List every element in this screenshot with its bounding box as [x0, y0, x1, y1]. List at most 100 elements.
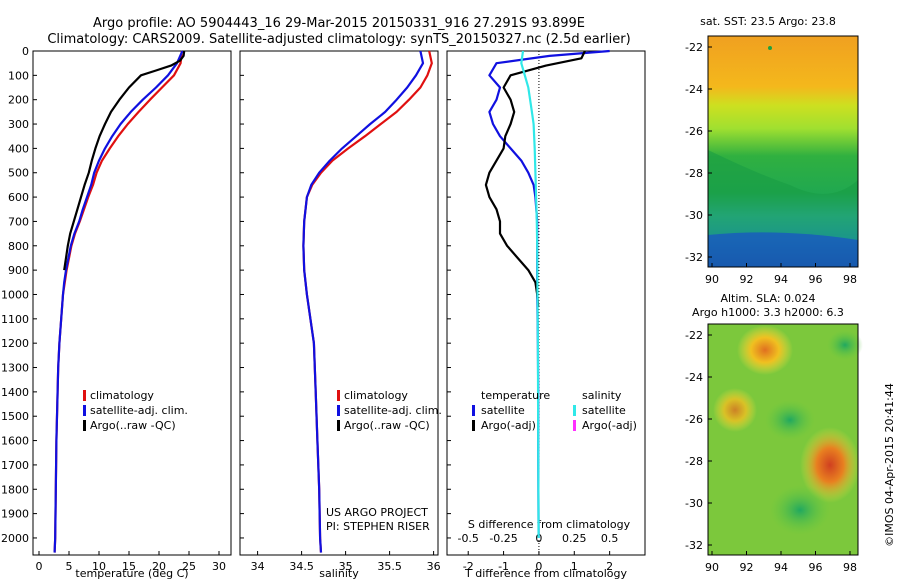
difference-x-tick-label: 1 — [571, 560, 578, 573]
map-lat-label: -28 — [685, 167, 703, 180]
map-frame — [707, 35, 859, 268]
depth-tick-label: 1700 — [1, 459, 29, 472]
salinity-x-tick-label: 35 — [339, 560, 353, 573]
depth-tick-label: 2000 — [1, 532, 29, 545]
diff-legend-swatch-s_satellite — [573, 405, 576, 416]
map-lat-label: -32 — [685, 539, 703, 552]
map-lat-label: -26 — [685, 413, 703, 426]
temperature-legend-swatch-satellite — [83, 405, 86, 416]
temperature-legend-swatch-climatology — [83, 390, 86, 401]
depth-tick-label: 100 — [8, 69, 29, 82]
map-lon-label: 92 — [740, 561, 754, 574]
depth-tick-label: 400 — [8, 142, 29, 155]
depth-tick-label: 900 — [8, 264, 29, 277]
depth-tick-label: 700 — [8, 215, 29, 228]
diff-legend-label: satellite — [481, 404, 525, 417]
depth-tick-label: 1400 — [1, 386, 29, 399]
depth-tick-label: 0 — [22, 45, 29, 58]
map-lat-label: -30 — [685, 497, 703, 510]
salinity-panel: 34 34.5 35 35.5 36 salinity climatology satelli… — [239, 50, 442, 580]
temperature-x-tick-label: 25 — [182, 560, 196, 573]
salinity-legend-swatch-satellite — [337, 405, 340, 416]
depth-tick-label: 600 — [8, 191, 29, 204]
salinity-x-tick-label: 35.5 — [377, 560, 402, 573]
temperature-x-tick-label: 30 — [212, 560, 226, 573]
depth-tick-label: 300 — [8, 118, 29, 131]
secondary-axis-label: S difference from climatology — [468, 518, 631, 531]
map-lat-label: -26 — [685, 125, 703, 138]
map-lon-label: 98 — [843, 561, 857, 574]
sla-map-low-center — [765, 400, 815, 440]
diff-legend-title: temperature — [481, 389, 550, 402]
difference-series-s_satellite — [520, 50, 540, 539]
project-annotation-line: US ARGO PROJECT — [326, 506, 428, 519]
temperature-legend-swatch-argo — [83, 420, 86, 431]
salinity-x-tick-label: 36 — [427, 560, 441, 573]
sla-map-high-west — [713, 388, 757, 432]
salinity-plot-frame — [239, 50, 439, 556]
diff-legend-swatch-s_argo — [573, 420, 576, 431]
diff-legend-label: satellite — [582, 404, 626, 417]
salinity-legend-label-climatology: climatology — [344, 389, 408, 402]
difference-series-argo — [484, 50, 586, 307]
temperature-x-tick-label: 0 — [36, 560, 43, 573]
diff-legend-title: salinity — [582, 389, 622, 402]
sla-map-title-line1: Altim. SLA: 0.024 — [720, 292, 815, 305]
sla-map-high-north — [737, 325, 793, 375]
sla-map-low-ne — [827, 330, 863, 360]
diff-legend-label: Argo(-adj) — [582, 419, 637, 432]
secondary-tick-label: 0.25 — [562, 532, 587, 545]
temperature-legend-label-satellite: satellite-adj. clim. — [90, 404, 188, 417]
temperature-x-tick-label: 10 — [92, 560, 106, 573]
timestamp-watermark: ©IMOS 04-Apr-2015 20:41:44 — [883, 383, 896, 547]
temperature-series-satellite — [53, 50, 184, 553]
map-lon-label: 96 — [809, 273, 823, 286]
difference-x-tick-label: -1 — [498, 560, 509, 573]
salinity-series-satellite — [302, 50, 425, 553]
secondary-tick-label: 0 — [535, 532, 542, 545]
depth-tick-label: 800 — [8, 240, 29, 253]
secondary-tick-label: -0.25 — [489, 532, 517, 545]
map-lon-label: 94 — [774, 273, 788, 286]
difference-x-tick-label: 2 — [606, 560, 613, 573]
map-lat-label: -22 — [685, 329, 703, 342]
salinity-x-tick-label: 34 — [251, 560, 265, 573]
salinity-x-tick-label: 34.5 — [289, 560, 314, 573]
salinity-legend-label-argo: Argo(..raw -QC) — [344, 419, 430, 432]
map-lon-label: 90 — [705, 561, 719, 574]
map-lat-label: -24 — [685, 83, 703, 96]
depth-tick-label: 1100 — [1, 313, 29, 326]
depth-tick-label: 1900 — [1, 508, 29, 521]
salinity-legend-swatch-argo — [337, 420, 340, 431]
figure-title-line1: Argo profile: AO 5904443_16 29-Mar-2015 … — [93, 16, 585, 31]
sla-map-title-line2: Argo h1000: 3.3 h2000: 6.3 — [692, 306, 844, 319]
map-lat-label: -30 — [685, 209, 703, 222]
depth-tick-label: 1500 — [1, 410, 29, 423]
difference-series-satellite — [488, 49, 610, 539]
map-lon-label: 96 — [809, 561, 823, 574]
figure-title-line2: Climatology: CARS2009. Satellite-adjuste… — [47, 32, 630, 47]
temperature-legend-label-climatology: climatology — [90, 389, 154, 402]
difference-x-axis-label: T difference from climatology — [464, 567, 627, 580]
depth-tick-label: 1000 — [1, 288, 29, 301]
secondary-tick-label: -0.5 — [457, 532, 478, 545]
temperature-x-axis-label: temperature (deg C) — [75, 567, 188, 580]
salinity-legend-label-satellite: satellite-adj. clim. — [344, 404, 442, 417]
temperature-x-tick-label: 5 — [66, 560, 73, 573]
temperature-legend-label-argo: Argo(..raw -QC) — [90, 419, 176, 432]
depth-tick-label: 200 — [8, 94, 29, 107]
sst-map-panel: sat. SST: 23.5 Argo: 23.8 — [685, 15, 859, 286]
sst-map-cold-patch — [708, 232, 858, 267]
diff-legend-swatch-argo — [472, 420, 475, 431]
map-lat-label: -24 — [685, 371, 703, 384]
depth-tick-label: 1800 — [1, 483, 29, 496]
temperature-panel: 0100200300400500600700800900100011001200… — [1, 45, 232, 580]
sla-map-low-south — [770, 485, 830, 535]
salinity-x-axis-label: salinity — [319, 567, 359, 580]
project-annotation-line: PI: STEPHEN RISER — [326, 520, 430, 533]
secondary-tick-label: 0.5 — [601, 532, 619, 545]
difference-plot-frame — [446, 50, 646, 556]
